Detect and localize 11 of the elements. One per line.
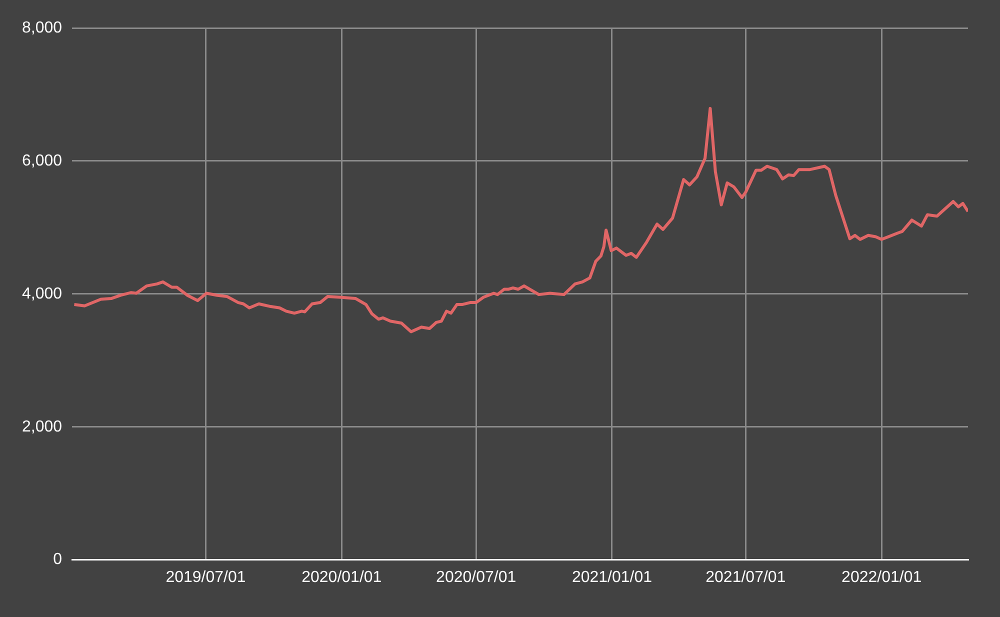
x-tick-label: 2020/07/01 <box>436 568 516 586</box>
x-tick-label: 2021/01/01 <box>572 568 652 586</box>
y-tick-label: 2,000 <box>22 418 62 436</box>
y-tick-label: 4,000 <box>22 285 62 302</box>
x-tick-label: 2022/01/01 <box>842 568 922 586</box>
y-tick-label: 0 <box>53 551 62 568</box>
x-tick-label: 2019/07/01 <box>166 568 246 586</box>
x-tick-label: 2021/07/01 <box>706 568 786 586</box>
y-tick-label: 8,000 <box>22 19 62 36</box>
y-tick-label: 6,000 <box>22 152 62 170</box>
x-tick-label: 2020/01/01 <box>302 568 382 586</box>
